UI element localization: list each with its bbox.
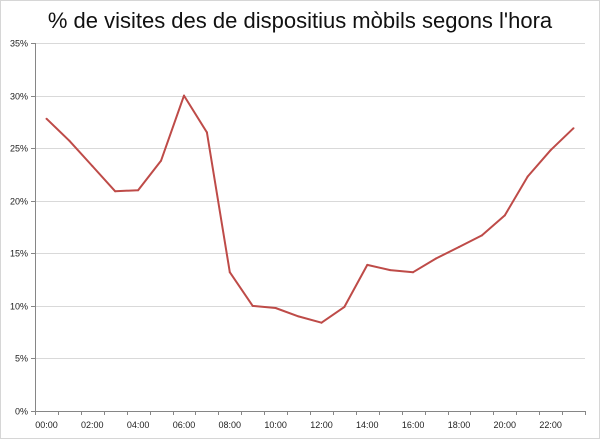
x-tick-label: 20:00 (494, 420, 517, 430)
series-group (45, 94, 575, 324)
data-point (526, 175, 529, 178)
chart-title: % de visites des de dispositius mòbils s… (47, 8, 553, 33)
data-point (389, 269, 392, 272)
x-tick-label: 02:00 (81, 420, 104, 430)
data-point (503, 214, 506, 217)
data-point (137, 189, 140, 192)
x-tick-label: 22:00 (539, 420, 562, 430)
x-tick-label: 14:00 (356, 420, 379, 430)
x-tick-label: 04:00 (127, 420, 150, 430)
y-tick-label: 25% (10, 144, 28, 154)
y-axis-tick-labels: 0% 5% 10% 15% 20% 25% 30% 35% (10, 39, 28, 417)
data-point (435, 257, 437, 260)
data-point (343, 305, 346, 308)
data-point (183, 94, 185, 97)
data-point (160, 159, 162, 162)
series-line (45, 94, 575, 324)
x-tick-label: 00:00 (35, 420, 58, 430)
y-tick-label: 10% (10, 302, 28, 312)
data-point (366, 263, 369, 266)
data-point (549, 149, 552, 152)
data-point (297, 315, 300, 318)
gridlines (35, 43, 585, 359)
axes (31, 43, 586, 415)
data-point (458, 246, 460, 248)
data-point (228, 271, 231, 274)
y-tick-label: 35% (10, 39, 28, 49)
x-tick-label: 06:00 (173, 420, 196, 430)
data-point (68, 139, 71, 142)
data-point (251, 304, 254, 307)
x-tick-label: 10:00 (264, 420, 287, 430)
y-tick-label: 30% (10, 92, 28, 102)
y-tick-label: 20% (10, 197, 28, 207)
data-point (572, 127, 575, 130)
x-tick-label: 16:00 (402, 420, 425, 430)
x-tick-label: 08:00 (219, 420, 242, 430)
y-tick-label: 0% (15, 407, 28, 417)
data-point (274, 307, 277, 309)
data-point (480, 234, 483, 237)
data-point (320, 321, 323, 324)
y-tick-label: 15% (10, 249, 28, 259)
data-point (45, 117, 48, 120)
data-point (91, 165, 94, 167)
data-point (205, 131, 208, 134)
data-point (114, 190, 117, 193)
x-axis-tick-labels: 00:00 02:00 04:00 06:00 08:00 10:00 12:00 14:00… (35, 420, 562, 430)
y-tick-label: 5% (15, 354, 28, 364)
data-point (412, 271, 415, 274)
x-tick-label: 12:00 (310, 420, 333, 430)
x-tick-label: 18:00 (448, 420, 471, 430)
